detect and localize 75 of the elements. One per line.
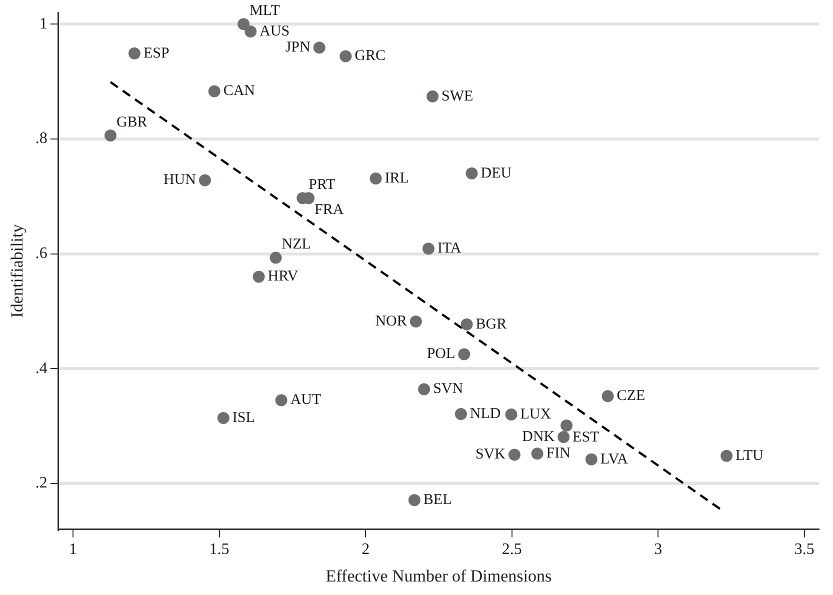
annotation: SVN bbox=[433, 381, 464, 398]
annotation: BGR bbox=[476, 316, 507, 332]
annotation: NOR bbox=[375, 313, 407, 330]
annotation: LTU bbox=[736, 448, 764, 464]
x-tick-label: 2 bbox=[362, 541, 370, 558]
annotation: AUS bbox=[260, 23, 290, 40]
point bbox=[244, 26, 257, 38]
annotation: IRL bbox=[384, 170, 409, 186]
annotation: SWE bbox=[442, 88, 474, 104]
annotation: EST bbox=[572, 429, 600, 446]
y-tick-label: .2 bbox=[35, 474, 48, 492]
annotation: FRA bbox=[314, 202, 344, 218]
annotation: DEU bbox=[480, 165, 512, 182]
annotation: CZE bbox=[616, 388, 646, 404]
point bbox=[238, 18, 250, 30]
annotation: ESP bbox=[143, 45, 170, 62]
annotation: ISL bbox=[232, 410, 255, 426]
point bbox=[418, 383, 430, 396]
annotation: CAN bbox=[223, 83, 256, 100]
point bbox=[422, 242, 434, 255]
annotation: NZL bbox=[282, 236, 311, 253]
y-axis-title: Identifiability bbox=[8, 224, 27, 318]
annotation: BEL bbox=[423, 492, 452, 508]
x-tick-label: 2.5 bbox=[502, 541, 522, 558]
annotation: GBR bbox=[116, 114, 148, 130]
y-tick-label: 1 bbox=[39, 15, 48, 32]
annotation: FIN bbox=[546, 446, 571, 462]
point bbox=[558, 430, 570, 443]
point bbox=[270, 252, 282, 264]
point bbox=[466, 167, 478, 180]
point bbox=[505, 408, 518, 421]
point bbox=[458, 348, 470, 360]
annotation: MLT bbox=[250, 3, 280, 20]
annotation: DNK bbox=[522, 428, 555, 445]
point bbox=[508, 448, 520, 461]
point bbox=[426, 90, 439, 102]
point bbox=[104, 129, 116, 142]
point bbox=[585, 453, 598, 466]
x-tick-label: 1.5 bbox=[209, 541, 230, 558]
point bbox=[560, 419, 573, 432]
x-tick-label: 3.5 bbox=[794, 541, 814, 558]
point bbox=[198, 174, 211, 186]
point bbox=[217, 412, 230, 424]
annotation: SVK bbox=[475, 446, 506, 463]
annotation: LVA bbox=[600, 451, 628, 468]
point bbox=[454, 408, 467, 420]
annotation: AUT bbox=[290, 392, 322, 408]
annotation: HRV bbox=[268, 268, 298, 285]
annotation: PRT bbox=[308, 177, 336, 194]
point bbox=[460, 318, 473, 330]
point bbox=[340, 50, 352, 62]
point bbox=[720, 450, 733, 462]
point bbox=[602, 390, 614, 402]
point bbox=[313, 42, 326, 54]
point bbox=[410, 316, 422, 328]
point bbox=[408, 494, 420, 506]
x-axis-title: Effective Number of Dimensions bbox=[326, 566, 552, 586]
point bbox=[208, 85, 220, 98]
point bbox=[370, 172, 382, 185]
y-tick-label: .6 bbox=[35, 244, 48, 262]
annotation: POL bbox=[426, 346, 456, 362]
annotation: HUN bbox=[163, 172, 196, 188]
x-tick-label: 3 bbox=[654, 541, 662, 558]
point bbox=[128, 47, 140, 60]
annotation: LUX bbox=[520, 406, 552, 422]
annotation: ITA bbox=[437, 240, 462, 257]
point bbox=[531, 448, 544, 460]
y-tick-label: .4 bbox=[35, 360, 48, 377]
annotation: GRC bbox=[354, 48, 386, 64]
annotation: JPN bbox=[285, 40, 311, 56]
point bbox=[252, 270, 265, 283]
point bbox=[275, 394, 288, 406]
y-tick-label: .8 bbox=[35, 130, 48, 148]
x-tick-label: 1 bbox=[69, 541, 78, 558]
annotation: NLD bbox=[470, 406, 501, 422]
